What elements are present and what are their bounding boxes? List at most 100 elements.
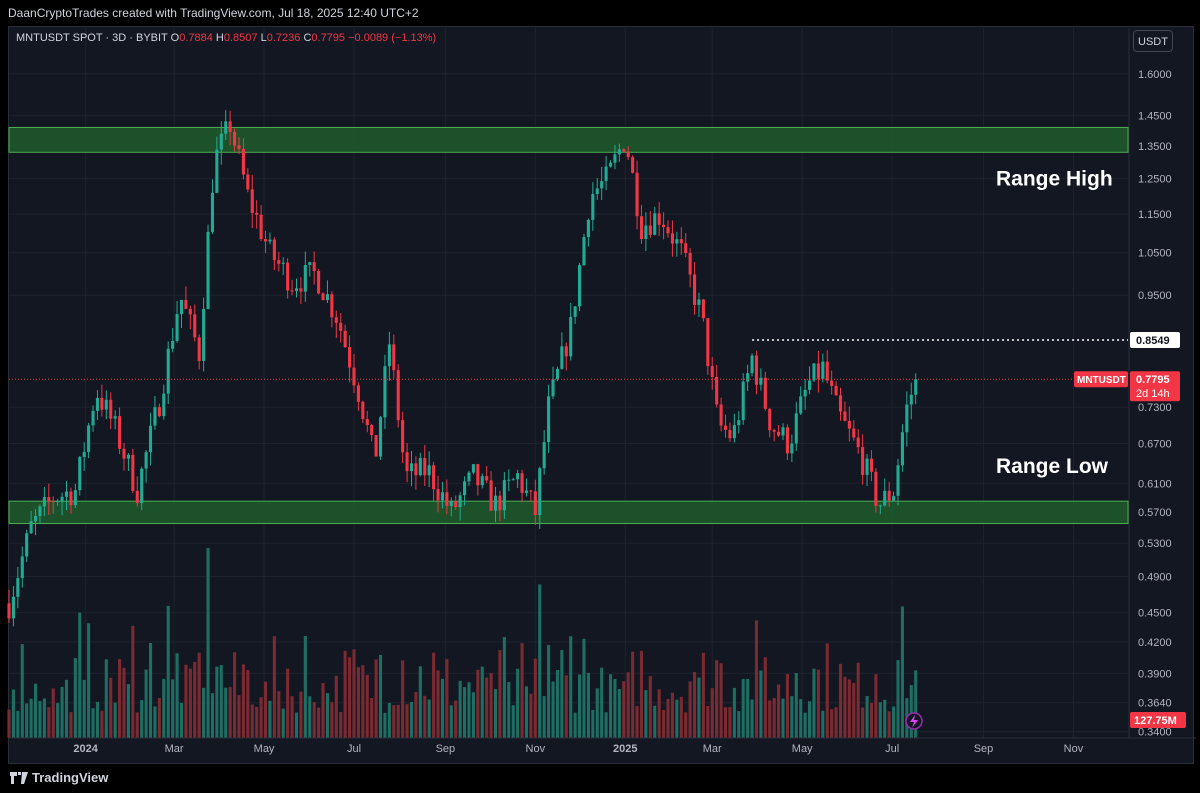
volume-bar <box>679 696 683 738</box>
volume-bar <box>547 645 551 738</box>
volume-bar <box>498 650 502 738</box>
candle-body <box>812 363 816 381</box>
currency-button[interactable]: USDT <box>1133 30 1173 52</box>
volume-bar <box>157 698 161 738</box>
candle-body <box>502 480 506 511</box>
candle-body <box>896 465 900 496</box>
volume-bar <box>308 696 312 738</box>
volume-bar <box>781 698 785 738</box>
candle-body <box>533 491 537 515</box>
volume-bar <box>551 681 555 738</box>
volume-bar <box>215 666 219 738</box>
candle-body <box>42 497 46 507</box>
volume-bar <box>684 712 688 738</box>
candle-body <box>56 501 60 503</box>
price-tick-label: 0.4900 <box>1138 571 1172 583</box>
candle-body <box>445 492 449 506</box>
candle-body <box>679 239 683 244</box>
volume-bar <box>816 669 820 738</box>
candle-body <box>803 389 807 397</box>
volume-bar <box>732 687 736 738</box>
volume-bar <box>405 704 409 738</box>
change-value: −0.0089 (−1.13%) <box>348 32 437 44</box>
candle-body <box>427 465 431 476</box>
candle-body <box>874 471 878 506</box>
candle-body <box>458 495 462 508</box>
volume-bar <box>95 701 100 738</box>
volume-bar <box>60 686 64 738</box>
candle-body <box>7 603 11 619</box>
lightning-icon[interactable] <box>905 712 923 730</box>
volume-bar <box>175 653 179 738</box>
volume-bar <box>900 606 904 738</box>
volume-bar <box>272 636 276 738</box>
candle-body <box>693 274 697 305</box>
candle-body <box>29 521 33 534</box>
candle-body <box>361 401 365 420</box>
volume-bar <box>688 681 692 738</box>
volume-bar <box>471 692 475 738</box>
candle-body <box>157 407 161 417</box>
volume-bar <box>334 675 338 738</box>
volume-bar <box>87 623 91 738</box>
candle-body <box>317 270 321 294</box>
volume-bar <box>445 659 449 738</box>
volume-bar <box>224 687 228 738</box>
price-axis[interactable]: 1.6000 1.4500 1.3500 1.2500 1.1500 1.0500 0.95… <box>1074 28 1186 739</box>
candle-body <box>78 456 82 491</box>
range-low-zone <box>8 500 1129 525</box>
candle-body <box>507 479 511 481</box>
volume-bar <box>25 703 29 738</box>
volume-bar <box>578 674 582 738</box>
volume-bar <box>171 679 175 738</box>
volume-bar <box>861 707 865 738</box>
volume-bar <box>489 672 493 738</box>
candle-body <box>723 425 728 430</box>
candle-body <box>109 399 113 419</box>
candle-body <box>423 458 427 476</box>
volume-bar <box>330 702 334 738</box>
candle-body <box>551 379 555 397</box>
candle-body <box>396 370 400 421</box>
volume-bar <box>294 712 299 738</box>
time-tick-label: Nov <box>526 743 546 755</box>
candle-body <box>233 132 237 146</box>
time-axis[interactable]: 2024 Mar May Jul Sep Nov 2025 Mar May Jul Sep Nov <box>9 737 1196 755</box>
candle-body <box>64 491 69 497</box>
candle-body <box>47 497 51 502</box>
volume-bar <box>670 692 674 738</box>
candle-body <box>675 239 679 244</box>
volume-bar <box>524 686 529 738</box>
candle-body <box>131 454 135 491</box>
lightning-icon-bolt <box>910 715 918 728</box>
candle-body <box>294 288 299 291</box>
volume-bar <box>396 704 400 738</box>
volume-bar <box>533 658 537 738</box>
close-value: 0.7795 <box>311 32 346 44</box>
candle-body <box>595 188 599 195</box>
price-tick-label: 0.3900 <box>1138 668 1172 680</box>
candle-body <box>746 373 750 382</box>
volume-bar <box>785 674 789 738</box>
candle-body <box>900 432 904 466</box>
volume-bar <box>759 670 763 738</box>
candle-body <box>166 348 170 394</box>
volume-bar <box>144 669 148 738</box>
volume-bar <box>573 712 577 738</box>
candle-body <box>467 472 471 482</box>
candle-body <box>573 306 577 317</box>
candle-body <box>405 452 409 472</box>
candle-body <box>365 419 369 425</box>
candle-body <box>144 452 148 469</box>
candle-body <box>95 397 100 411</box>
volume-bar <box>237 695 241 738</box>
volume-bar <box>856 662 860 738</box>
volume-bar <box>693 671 697 738</box>
candle-body <box>825 361 829 381</box>
price-tick-label: 0.3640 <box>1138 698 1172 710</box>
volume-bar <box>246 670 250 738</box>
candle-body <box>409 463 414 472</box>
volume-bar <box>286 668 290 738</box>
candles <box>7 110 918 627</box>
